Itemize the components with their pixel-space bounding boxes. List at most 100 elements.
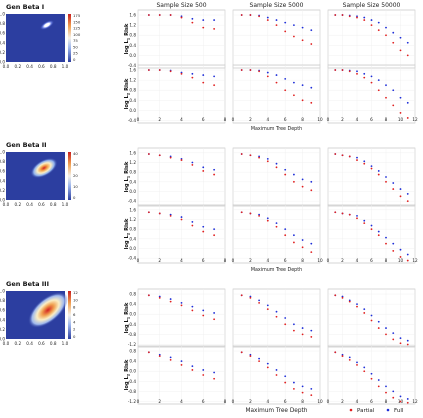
partial-point <box>158 154 161 157</box>
partial-point <box>385 34 387 37</box>
partial-point <box>301 246 304 249</box>
colorbar-tick-label: 12 <box>73 290 78 295</box>
full-point <box>310 180 313 183</box>
partial-point <box>356 305 358 308</box>
partial-point <box>348 15 351 18</box>
legend-marker-full <box>386 408 390 412</box>
ytick-label: 0.8 <box>129 88 136 93</box>
xtick-label: 6 <box>370 258 373 263</box>
xtick-label: 2 <box>341 258 344 263</box>
ytick-label: 0.8 <box>129 170 136 175</box>
partial-point <box>341 69 344 71</box>
heatmap-ytick-label: 0.2 <box>0 188 5 193</box>
partial-point <box>310 394 313 397</box>
partial-point <box>202 81 205 84</box>
full-point <box>213 19 216 21</box>
partial-point <box>385 333 387 336</box>
full-point <box>284 228 287 231</box>
partial-point <box>191 369 194 371</box>
full-point <box>399 96 402 99</box>
xtick-label: 8 <box>301 117 304 122</box>
xtick-label: 2 <box>341 399 344 404</box>
colorbar-tick-label: 0 <box>73 195 76 200</box>
partial-point <box>158 69 161 71</box>
full-point <box>399 395 402 398</box>
scatter-panel: 1.61.20.80.40.0-0.4 0 2 4 6 8 <box>128 64 227 124</box>
partial-point <box>202 170 205 172</box>
xtick-label: 12 <box>412 399 418 404</box>
full-point <box>191 72 194 75</box>
scatter-panel: 0 2 4 6 8 10 12 <box>327 64 418 124</box>
partial-point <box>385 242 387 245</box>
panel-frame <box>232 147 321 207</box>
colorbar-tick-label: 40 <box>73 151 78 156</box>
colorbar <box>68 152 71 200</box>
partial-point <box>266 366 269 369</box>
full-point <box>356 156 358 159</box>
heatmap-yticks: 0.0 0.2 0.4 0.6 0.8 1.0 <box>0 150 5 203</box>
partial-point <box>334 351 337 354</box>
full-point <box>370 19 373 21</box>
heatmap-ytick-label: 0.2 <box>0 327 5 332</box>
full-point <box>202 309 205 312</box>
full-point <box>363 16 366 19</box>
heatmap-ytick-label: 1.0 <box>0 150 5 155</box>
partial-point <box>284 30 287 33</box>
xtick-label: 4 <box>356 258 359 263</box>
colorbar-tick-label: 150 <box>73 19 81 24</box>
partial-point <box>180 304 183 307</box>
ytick-label: 1.2 <box>129 78 136 83</box>
full-point <box>370 372 373 375</box>
column-title: Sample Size 5000 <box>250 2 304 9</box>
ytick-label: 0.4 <box>129 43 136 48</box>
full-point <box>370 314 373 317</box>
partial-point <box>240 211 243 214</box>
partial-point <box>406 200 409 203</box>
full-point <box>213 75 216 78</box>
xtick-label: 8 <box>224 258 227 263</box>
ytick-label: 0.0 <box>129 369 136 374</box>
full-point <box>266 16 269 19</box>
partial-point <box>310 43 313 45</box>
full-point <box>266 304 269 307</box>
ytick-label: 0.4 <box>129 179 136 184</box>
partial-point <box>249 69 252 71</box>
full-point <box>301 26 304 29</box>
partial-point <box>275 24 278 27</box>
partial-point <box>301 99 304 102</box>
full-point <box>392 31 395 34</box>
full-point <box>275 369 278 371</box>
colorbar-tick-label: 4 <box>73 319 76 324</box>
full-point <box>363 72 366 75</box>
x-axis-label: Maximum Tree Depth <box>246 408 308 414</box>
full-point <box>284 77 287 80</box>
partial-point <box>356 159 358 161</box>
partial-point <box>363 162 366 165</box>
full-point <box>363 308 366 311</box>
full-point <box>377 230 380 233</box>
full-point <box>399 188 402 190</box>
column-title: Sample Size 50000 <box>343 2 401 9</box>
partial-point <box>356 16 358 19</box>
partial-point <box>191 76 194 79</box>
partial-point <box>266 219 269 222</box>
full-point <box>370 75 373 78</box>
xtick-label: 12 <box>412 258 418 263</box>
xtick-label: 0 <box>232 258 235 263</box>
partial-point <box>191 309 194 312</box>
heatmap-xtick-label: 0.8 <box>50 341 57 346</box>
full-point <box>202 369 205 371</box>
scatter-panel: 0 2 4 6 8 10 <box>232 64 323 124</box>
full-point <box>275 162 278 165</box>
heatmap-plot-area <box>6 14 65 62</box>
full-point <box>385 26 387 29</box>
ytick-label: 1.2 <box>129 23 136 28</box>
xtick-label: 2 <box>249 399 252 404</box>
partial-point <box>406 259 409 262</box>
colorbar <box>68 291 71 339</box>
full-point <box>370 165 373 168</box>
scatter-panel <box>327 9 416 69</box>
xtick-label: 0 <box>137 399 140 404</box>
full-point <box>275 222 278 225</box>
heatmap-xtick-label: 0.0 <box>3 64 10 69</box>
